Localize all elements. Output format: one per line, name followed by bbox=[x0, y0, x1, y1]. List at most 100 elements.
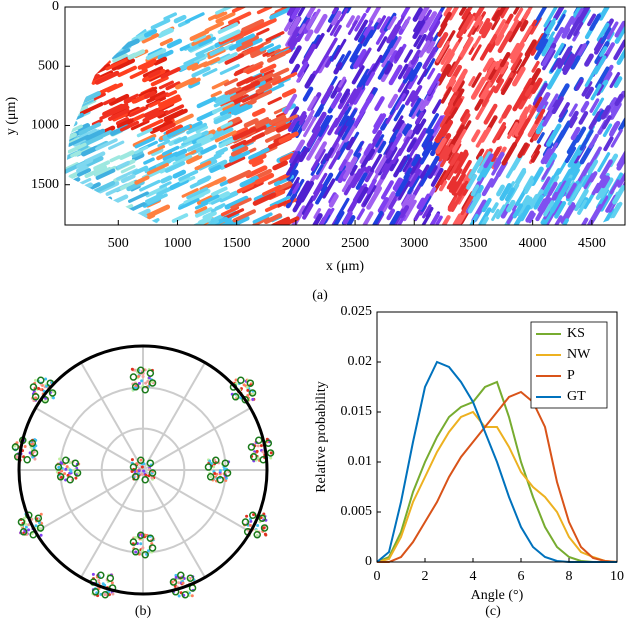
grain bbox=[383, 12, 397, 32]
variant-marker bbox=[48, 389, 57, 397]
grain bbox=[484, 57, 494, 71]
grain bbox=[578, 111, 589, 125]
variant-marker bbox=[137, 366, 145, 374]
variant-marker bbox=[223, 469, 232, 477]
grain bbox=[279, 153, 295, 163]
grain bbox=[452, 128, 467, 152]
pole-dot bbox=[269, 456, 273, 460]
caption: (a) bbox=[312, 288, 328, 303]
variant-marker bbox=[260, 524, 269, 532]
grain bbox=[258, 75, 282, 89]
grain bbox=[147, 69, 161, 79]
series-line bbox=[376, 380, 617, 563]
grain bbox=[539, 176, 551, 193]
grain bbox=[229, 90, 247, 101]
grain bbox=[290, 7, 305, 20]
pole-dot bbox=[256, 523, 260, 527]
grain bbox=[158, 80, 174, 90]
pole-dot bbox=[218, 469, 222, 473]
grain bbox=[255, 83, 273, 95]
grain bbox=[504, 13, 514, 26]
grain bbox=[405, 194, 416, 208]
grain bbox=[269, 7, 292, 20]
grain bbox=[65, 112, 80, 126]
series-line bbox=[377, 390, 618, 563]
pole-dot bbox=[144, 381, 148, 385]
grain bbox=[421, 212, 431, 225]
grain bbox=[387, 19, 402, 42]
grain bbox=[543, 200, 555, 217]
grain bbox=[219, 63, 240, 75]
grain bbox=[471, 129, 481, 143]
grain bbox=[142, 7, 159, 17]
pole-dot bbox=[66, 473, 70, 477]
grain bbox=[191, 34, 211, 47]
grain bbox=[147, 144, 166, 155]
grain bbox=[346, 215, 356, 225]
grain bbox=[544, 142, 559, 165]
grain bbox=[263, 126, 276, 135]
grain bbox=[165, 104, 185, 116]
grain bbox=[545, 152, 557, 168]
grain bbox=[177, 60, 195, 72]
x-tick-label: 2500 bbox=[341, 236, 369, 251]
grain bbox=[207, 213, 226, 224]
grain bbox=[333, 38, 347, 60]
grain bbox=[512, 170, 527, 192]
grain bbox=[261, 69, 275, 78]
grain bbox=[132, 133, 157, 148]
grain bbox=[235, 33, 255, 45]
grain bbox=[65, 66, 73, 75]
grain bbox=[531, 68, 542, 81]
grain bbox=[358, 171, 366, 182]
grain bbox=[393, 155, 408, 178]
grain bbox=[388, 64, 403, 86]
legend-box bbox=[530, 321, 608, 409]
grain bbox=[460, 195, 474, 216]
pole-dot bbox=[245, 514, 249, 518]
grain bbox=[291, 176, 300, 190]
grain bbox=[453, 124, 465, 141]
grain bbox=[132, 165, 149, 176]
x-tick-label: 4500 bbox=[578, 236, 606, 251]
grain bbox=[136, 7, 160, 20]
grain bbox=[553, 180, 568, 201]
pole-dot bbox=[248, 523, 252, 527]
grain bbox=[148, 100, 161, 108]
pole-dot bbox=[13, 444, 17, 448]
grain bbox=[106, 82, 124, 93]
variant-marker bbox=[30, 449, 39, 457]
grain bbox=[144, 28, 158, 38]
grain bbox=[570, 168, 580, 181]
pole-dot bbox=[245, 385, 249, 389]
grain bbox=[108, 108, 130, 121]
grain bbox=[145, 48, 167, 61]
grain bbox=[224, 156, 246, 168]
pole-dot bbox=[269, 451, 273, 455]
y-tick-label: 0.005 bbox=[341, 504, 373, 519]
grain bbox=[542, 49, 556, 71]
grain bbox=[349, 164, 358, 176]
grain bbox=[167, 124, 190, 138]
grain bbox=[186, 153, 203, 165]
y-axis-label: Relative probability bbox=[314, 381, 329, 493]
grain bbox=[189, 29, 210, 41]
grain bbox=[102, 103, 125, 117]
grain bbox=[416, 197, 425, 210]
grain bbox=[579, 129, 594, 151]
grain bbox=[310, 213, 323, 225]
grain bbox=[166, 90, 178, 97]
grain bbox=[347, 20, 358, 36]
grain bbox=[128, 106, 149, 117]
grain bbox=[515, 188, 527, 207]
grain bbox=[272, 67, 290, 78]
grain bbox=[87, 29, 105, 40]
grain bbox=[207, 48, 226, 60]
grain bbox=[457, 152, 469, 170]
grain bbox=[568, 103, 578, 117]
grain bbox=[146, 162, 169, 175]
grain bbox=[122, 31, 135, 39]
grain bbox=[487, 65, 503, 88]
variant-marker bbox=[146, 459, 155, 467]
grain bbox=[248, 153, 267, 165]
